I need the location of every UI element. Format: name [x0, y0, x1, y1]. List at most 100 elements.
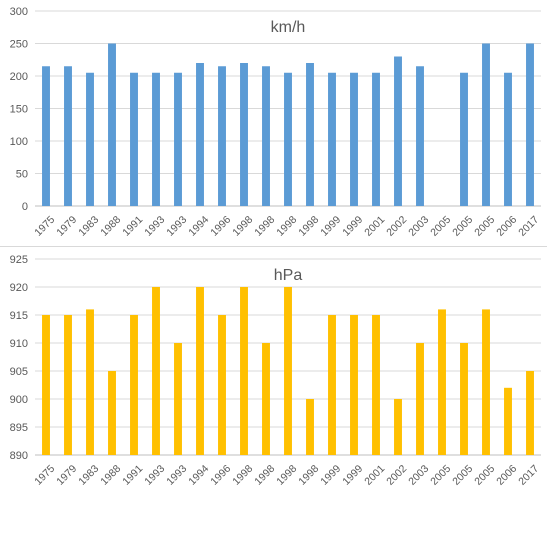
pressure-x-tick-label: 1999: [340, 463, 365, 488]
pressure-bar: [416, 343, 424, 455]
pressure-chart-title: hPa: [274, 267, 303, 284]
pressure-bar: [262, 343, 270, 455]
pressure-bar: [196, 287, 204, 455]
speed-bar: [416, 66, 424, 206]
pressure-y-tick-label: 890: [10, 450, 28, 462]
speed-bar: [196, 63, 204, 206]
pressure-y-tick-label: 920: [10, 282, 28, 294]
speed-x-tick-label: 1999: [318, 214, 343, 239]
speed-chart-title: km/h: [271, 19, 306, 36]
pressure-x-tick-label: 1975: [32, 463, 57, 488]
pressure-y-tick-label: 900: [10, 394, 28, 406]
pressure-x-tick-label: 1983: [76, 463, 101, 488]
speed-x-tick-label: 2017: [516, 214, 541, 239]
pressure-bar: [240, 287, 248, 455]
pressure-x-tick-label: 2005: [428, 463, 453, 488]
pressure-x-tick-label: 1998: [230, 463, 255, 488]
pressure-bar: [130, 315, 138, 455]
pressure-bar: [174, 343, 182, 455]
speed-bar: [64, 66, 72, 206]
pressure-x-tick-label: 2005: [450, 463, 475, 488]
speed-bar: [240, 63, 248, 206]
pressure-x-tick-label: 2017: [516, 463, 541, 488]
pressure-x-tick-label: 2002: [384, 463, 409, 488]
pressure-x-tick-label: 1993: [142, 463, 167, 488]
speed-y-tick-label: 100: [10, 136, 28, 148]
speed-x-tick-label: 1988: [98, 214, 123, 239]
speed-bar: [394, 56, 402, 206]
pressure-y-tick-label: 915: [10, 310, 28, 322]
speed-bar: [460, 72, 468, 206]
speed-x-tick-label: 1991: [120, 214, 145, 239]
pressure-x-tick-label: 1988: [98, 463, 123, 488]
pressure-x-tick-label: 1991: [120, 463, 145, 488]
speed-x-tick-label: 1998: [296, 214, 321, 239]
speed-chart-panel: km/h 0 50 100 150 200 250 300 1975 1979 1983 1988 19…: [0, 0, 547, 247]
speed-x-tick-label: 1998: [274, 214, 299, 239]
pressure-bar: [394, 399, 402, 455]
pressure-bar: [328, 315, 336, 455]
speed-x-tick-label: 1975: [32, 214, 57, 239]
pressure-x-tick-label: 2003: [406, 463, 431, 488]
speed-bar: [350, 72, 358, 206]
speed-x-tick-label: 2005: [450, 214, 475, 239]
speed-x-tick-label: 1983: [76, 214, 101, 239]
pressure-y-tick-label: 925: [10, 254, 28, 266]
pressure-x-tick-label: 2005: [472, 463, 497, 488]
speed-bar: [328, 72, 336, 206]
speed-x-tick-label: 1999: [340, 214, 365, 239]
pressure-bar: [284, 287, 292, 455]
speed-bar: [372, 72, 380, 206]
speed-x-tick-label: 1998: [252, 214, 277, 239]
speed-y-tick-label: 300: [10, 6, 28, 18]
pressure-x-tick-label: 2001: [362, 463, 387, 488]
speed-x-tick-label: 1998: [230, 214, 255, 239]
speed-y-tick-label: 50: [16, 169, 28, 181]
pressure-bar: [218, 315, 226, 455]
pressure-x-tick-label: 1999: [318, 463, 343, 488]
speed-bar: [504, 72, 512, 206]
speed-bar: [174, 72, 182, 206]
speed-x-tick-label: 1993: [142, 214, 167, 239]
pressure-bar: [108, 371, 116, 455]
speed-x-tick-label: 1994: [186, 214, 211, 239]
pressure-x-tick-label: 1998: [252, 463, 277, 488]
pressure-bar: [460, 343, 468, 455]
speed-bar: [42, 66, 50, 206]
pressure-x-tick-label: 1998: [274, 463, 299, 488]
speed-bar: [482, 43, 490, 206]
pressure-bar-chart: hPa8908959009059109159209251975197919831…: [10, 254, 542, 488]
speed-y-tick-label: 0: [22, 201, 28, 213]
speed-x-tick-label: 2006: [494, 214, 519, 239]
pressure-bar: [64, 315, 72, 455]
speed-x-tick-label: 1993: [164, 214, 189, 239]
speed-bar: [284, 72, 292, 206]
speed-y-tick-label: 250: [10, 39, 28, 51]
speed-x-tick-label: 2003: [406, 214, 431, 239]
speed-x-tick-label: 1979: [54, 214, 79, 239]
speed-x-tick-label: 2005: [472, 214, 497, 239]
pressure-chart-panel: hPa 890 895 900 905 910 915 920 925 1975 1979 1983 1…: [0, 247, 547, 534]
speed-bar: [262, 66, 270, 206]
speed-x-tick-label: 2001: [362, 214, 387, 239]
pressure-bar: [504, 387, 512, 455]
speed-bar: [306, 63, 314, 206]
speed-y-tick-label: 150: [10, 104, 28, 116]
speed-x-tick-label: 1996: [208, 214, 233, 239]
speed-bar: [526, 43, 534, 206]
speed-x-tick-label: 2005: [428, 214, 453, 239]
pressure-bar: [152, 287, 160, 455]
speed-bar: [218, 66, 226, 206]
pressure-bar: [482, 309, 490, 455]
speed-bar: [152, 72, 160, 206]
pressure-y-tick-label: 895: [10, 422, 28, 434]
pressure-bar: [86, 309, 94, 455]
speed-bar: [108, 43, 116, 206]
pressure-bar: [306, 399, 314, 455]
pressure-bar: [526, 371, 534, 455]
speed-bar-chart: km/h050100150200250300197519791983198819…: [10, 6, 542, 239]
speed-bar: [130, 72, 138, 206]
speed-bar: [86, 72, 94, 206]
pressure-bar: [350, 315, 358, 455]
pressure-bar: [372, 315, 380, 455]
